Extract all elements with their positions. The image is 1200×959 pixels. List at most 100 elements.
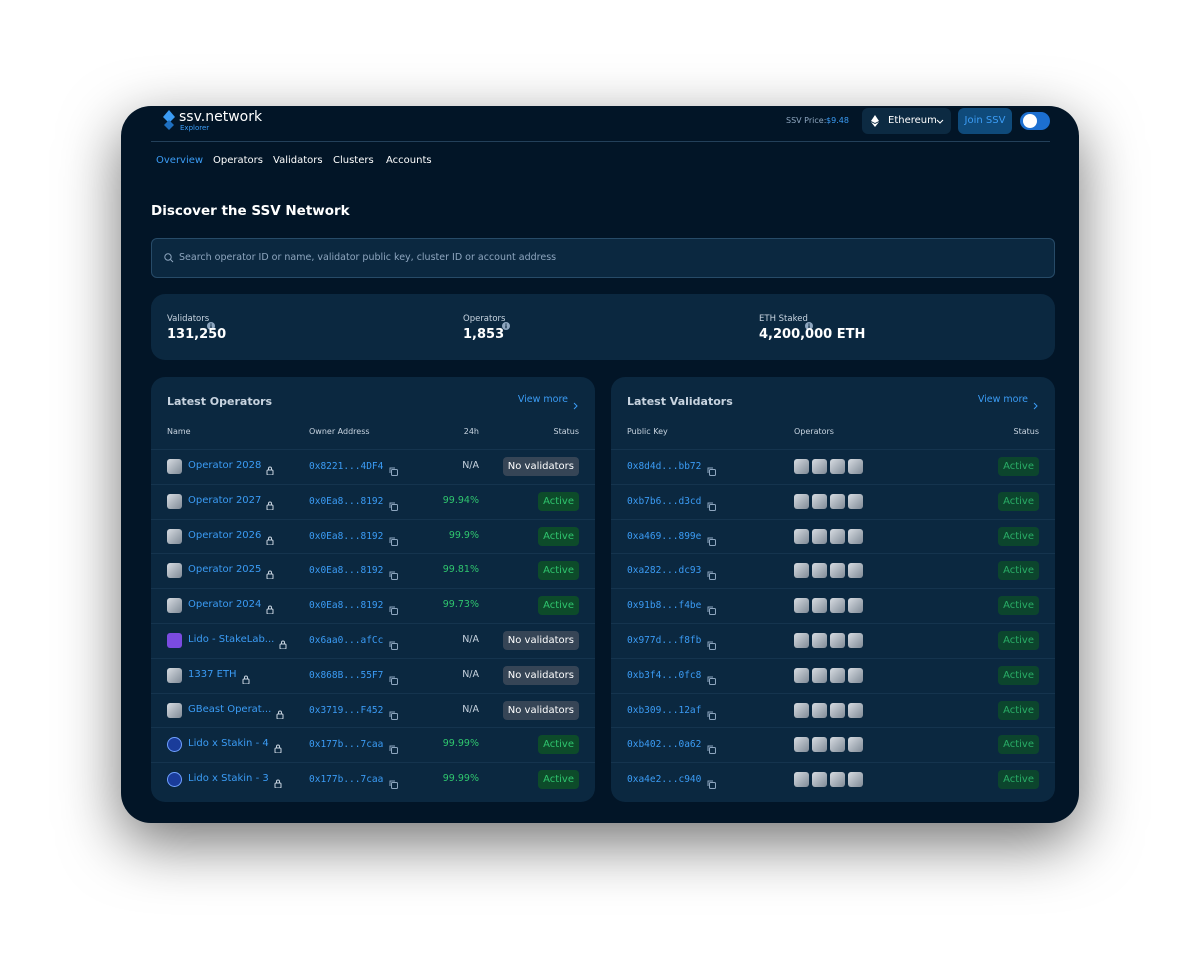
operator-name[interactable]: Lido - StakeLab... bbox=[188, 634, 275, 645]
owner-address[interactable]: 0x177b...7caa bbox=[309, 739, 384, 751]
operator-avatar[interactable] bbox=[848, 493, 863, 509]
copy-icon[interactable] bbox=[707, 745, 716, 755]
operator-avatar[interactable] bbox=[794, 528, 809, 544]
owner-address[interactable]: 0x868B...55F7 bbox=[309, 669, 384, 681]
join-button[interactable]: Join SSV bbox=[958, 108, 1012, 134]
copy-icon[interactable] bbox=[707, 641, 716, 650]
operator-avatar[interactable] bbox=[794, 633, 809, 648]
nav-item[interactable]: Validators bbox=[273, 155, 323, 166]
operator-avatar[interactable] bbox=[812, 702, 827, 718]
operator-avatar[interactable] bbox=[830, 528, 845, 544]
operator-avatar[interactable] bbox=[848, 633, 863, 648]
operator-name[interactable]: Lido x Stakin - 4 bbox=[188, 738, 269, 750]
operator-avatar[interactable] bbox=[848, 598, 863, 614]
operator-avatar[interactable] bbox=[830, 459, 845, 474]
operator-avatar[interactable] bbox=[794, 737, 809, 753]
operator-avatar[interactable] bbox=[794, 702, 809, 718]
owner-address[interactable]: 0x6aa0...afCc bbox=[309, 635, 384, 646]
operator-avatar[interactable] bbox=[794, 459, 809, 474]
copy-icon[interactable] bbox=[707, 711, 716, 720]
copy-icon[interactable] bbox=[389, 537, 398, 546]
operator-avatar[interactable] bbox=[848, 563, 863, 579]
operator-avatar[interactable] bbox=[812, 633, 827, 648]
operator-name[interactable]: Operator 2025 bbox=[188, 564, 262, 576]
public-key[interactable]: 0x8d4d...bb72 bbox=[627, 461, 702, 472]
operator-name[interactable]: Operator 2026 bbox=[188, 529, 262, 541]
public-key[interactable]: 0xa4e2...c940 bbox=[627, 774, 702, 786]
public-key[interactable]: 0xa469...899e bbox=[627, 530, 702, 542]
owner-address[interactable]: 0x3719...F452 bbox=[309, 704, 384, 716]
copy-icon[interactable] bbox=[389, 467, 398, 476]
owner-address[interactable]: 0x0Ea8...8192 bbox=[309, 530, 384, 542]
copy-icon[interactable] bbox=[707, 676, 716, 685]
operator-avatar[interactable] bbox=[794, 563, 809, 579]
nav-item[interactable]: Operators bbox=[213, 155, 263, 166]
operator-name[interactable]: Operator 2028 bbox=[188, 460, 262, 471]
copy-icon[interactable] bbox=[707, 606, 716, 616]
operator-name[interactable]: Operator 2024 bbox=[188, 599, 262, 611]
owner-address[interactable]: 0x0Ea8...8192 bbox=[309, 600, 384, 612]
theme-toggle[interactable] bbox=[1020, 112, 1050, 130]
copy-icon[interactable] bbox=[389, 745, 398, 755]
operator-avatar[interactable] bbox=[794, 772, 809, 788]
operator-avatar[interactable] bbox=[812, 772, 827, 788]
operator-avatar[interactable] bbox=[848, 737, 863, 753]
public-key[interactable]: 0xb309...12af bbox=[627, 704, 702, 716]
operator-avatar[interactable] bbox=[848, 702, 863, 718]
operator-avatar[interactable] bbox=[830, 772, 845, 788]
copy-icon[interactable] bbox=[389, 502, 398, 511]
operator-avatar[interactable] bbox=[812, 737, 827, 753]
nav-item[interactable]: Accounts bbox=[386, 155, 432, 166]
copy-icon[interactable] bbox=[707, 467, 716, 476]
copy-icon[interactable] bbox=[389, 676, 398, 685]
operator-avatar[interactable] bbox=[830, 493, 845, 509]
operator-avatar[interactable] bbox=[830, 667, 845, 683]
operator-avatar[interactable] bbox=[830, 563, 845, 579]
operator-name[interactable]: 1337 ETH bbox=[188, 668, 237, 680]
operator-name[interactable]: Lido x Stakin - 3 bbox=[188, 773, 269, 785]
operator-avatar[interactable] bbox=[794, 493, 809, 509]
copy-icon[interactable] bbox=[707, 502, 716, 511]
nav-item[interactable]: Overview bbox=[156, 155, 204, 166]
public-key[interactable]: 0xa282...dc93 bbox=[627, 565, 702, 577]
operator-avatar[interactable] bbox=[848, 459, 863, 474]
operator-avatar[interactable] bbox=[830, 737, 845, 753]
owner-address[interactable]: 0x0Ea8...8192 bbox=[309, 565, 384, 577]
logo[interactable]: ssv.network bbox=[179, 109, 263, 125]
operator-avatar[interactable] bbox=[812, 563, 827, 579]
operator-avatar[interactable] bbox=[812, 493, 827, 509]
public-key[interactable]: 0x91b8...f4be bbox=[627, 600, 702, 612]
network-select[interactable]: Ethereum bbox=[862, 108, 951, 134]
copy-icon[interactable] bbox=[707, 571, 716, 581]
public-key[interactable]: 0xb7b6...d3cd bbox=[627, 495, 702, 507]
operator-avatar[interactable] bbox=[794, 667, 809, 683]
operator-name[interactable]: GBeast Operat... bbox=[188, 703, 272, 715]
copy-icon[interactable] bbox=[707, 537, 716, 546]
operator-avatar[interactable] bbox=[812, 459, 827, 474]
operator-avatar[interactable] bbox=[812, 528, 827, 544]
operator-avatar[interactable] bbox=[812, 598, 827, 614]
operator-avatar[interactable] bbox=[830, 702, 845, 718]
view-more[interactable]: View more bbox=[517, 394, 568, 405]
view-more[interactable]: View more bbox=[977, 394, 1028, 405]
operator-avatar[interactable] bbox=[848, 528, 863, 544]
operator-avatar[interactable] bbox=[848, 667, 863, 683]
search-box[interactable]: Search operator ID or name, validator pu… bbox=[151, 238, 1055, 278]
nav-item[interactable]: Clusters bbox=[333, 155, 374, 166]
copy-icon[interactable] bbox=[389, 780, 398, 790]
copy-icon[interactable] bbox=[389, 571, 398, 581]
public-key[interactable]: 0x977d...f8fb bbox=[627, 635, 702, 646]
copy-icon[interactable] bbox=[389, 711, 398, 720]
copy-icon[interactable] bbox=[389, 606, 398, 616]
owner-address[interactable]: 0x0Ea8...8192 bbox=[309, 495, 384, 507]
operator-avatar[interactable] bbox=[830, 598, 845, 614]
operator-avatar[interactable] bbox=[812, 667, 827, 683]
operator-avatar[interactable] bbox=[830, 633, 845, 648]
operator-name[interactable]: Operator 2027 bbox=[188, 494, 262, 506]
public-key[interactable]: 0xb402...0a62 bbox=[627, 739, 702, 751]
copy-icon[interactable] bbox=[707, 780, 716, 790]
owner-address[interactable]: 0x8221...4DF4 bbox=[309, 461, 384, 472]
copy-icon[interactable] bbox=[389, 641, 398, 650]
owner-address[interactable]: 0x177b...7caa bbox=[309, 774, 384, 786]
operator-avatar[interactable] bbox=[794, 598, 809, 614]
